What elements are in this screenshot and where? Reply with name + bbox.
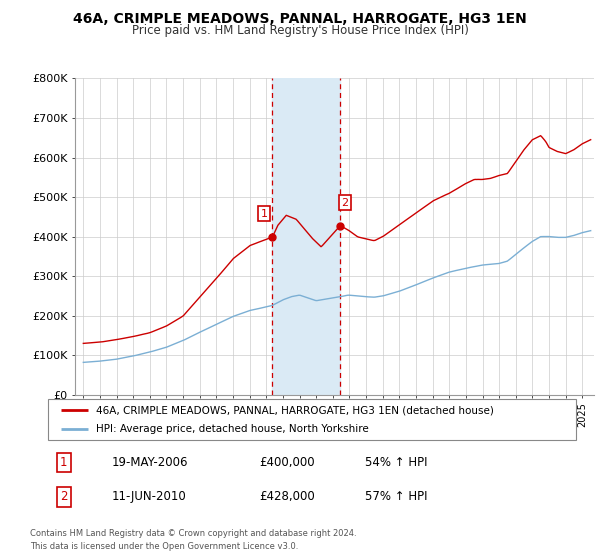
Text: HPI: Average price, detached house, North Yorkshire: HPI: Average price, detached house, Nort…	[95, 424, 368, 433]
Text: 2: 2	[341, 198, 349, 208]
Text: 19-MAY-2006: 19-MAY-2006	[112, 456, 188, 469]
Text: 11-JUN-2010: 11-JUN-2010	[112, 490, 186, 503]
Text: 46A, CRIMPLE MEADOWS, PANNAL, HARROGATE, HG3 1EN: 46A, CRIMPLE MEADOWS, PANNAL, HARROGATE,…	[73, 12, 527, 26]
Text: 1: 1	[260, 209, 268, 218]
Text: Price paid vs. HM Land Registry's House Price Index (HPI): Price paid vs. HM Land Registry's House …	[131, 24, 469, 36]
Text: Contains HM Land Registry data © Crown copyright and database right 2024.: Contains HM Land Registry data © Crown c…	[30, 529, 356, 538]
FancyBboxPatch shape	[48, 399, 576, 440]
Bar	[272, 78, 340, 395]
Text: 57% ↑ HPI: 57% ↑ HPI	[365, 490, 427, 503]
Text: £400,000: £400,000	[259, 456, 315, 469]
Text: 2: 2	[60, 490, 68, 503]
Text: This data is licensed under the Open Government Licence v3.0.: This data is licensed under the Open Gov…	[30, 542, 298, 551]
Text: 1: 1	[60, 456, 68, 469]
Text: 46A, CRIMPLE MEADOWS, PANNAL, HARROGATE, HG3 1EN (detached house): 46A, CRIMPLE MEADOWS, PANNAL, HARROGATE,…	[95, 405, 493, 415]
Text: £428,000: £428,000	[259, 490, 315, 503]
Text: 54% ↑ HPI: 54% ↑ HPI	[365, 456, 427, 469]
